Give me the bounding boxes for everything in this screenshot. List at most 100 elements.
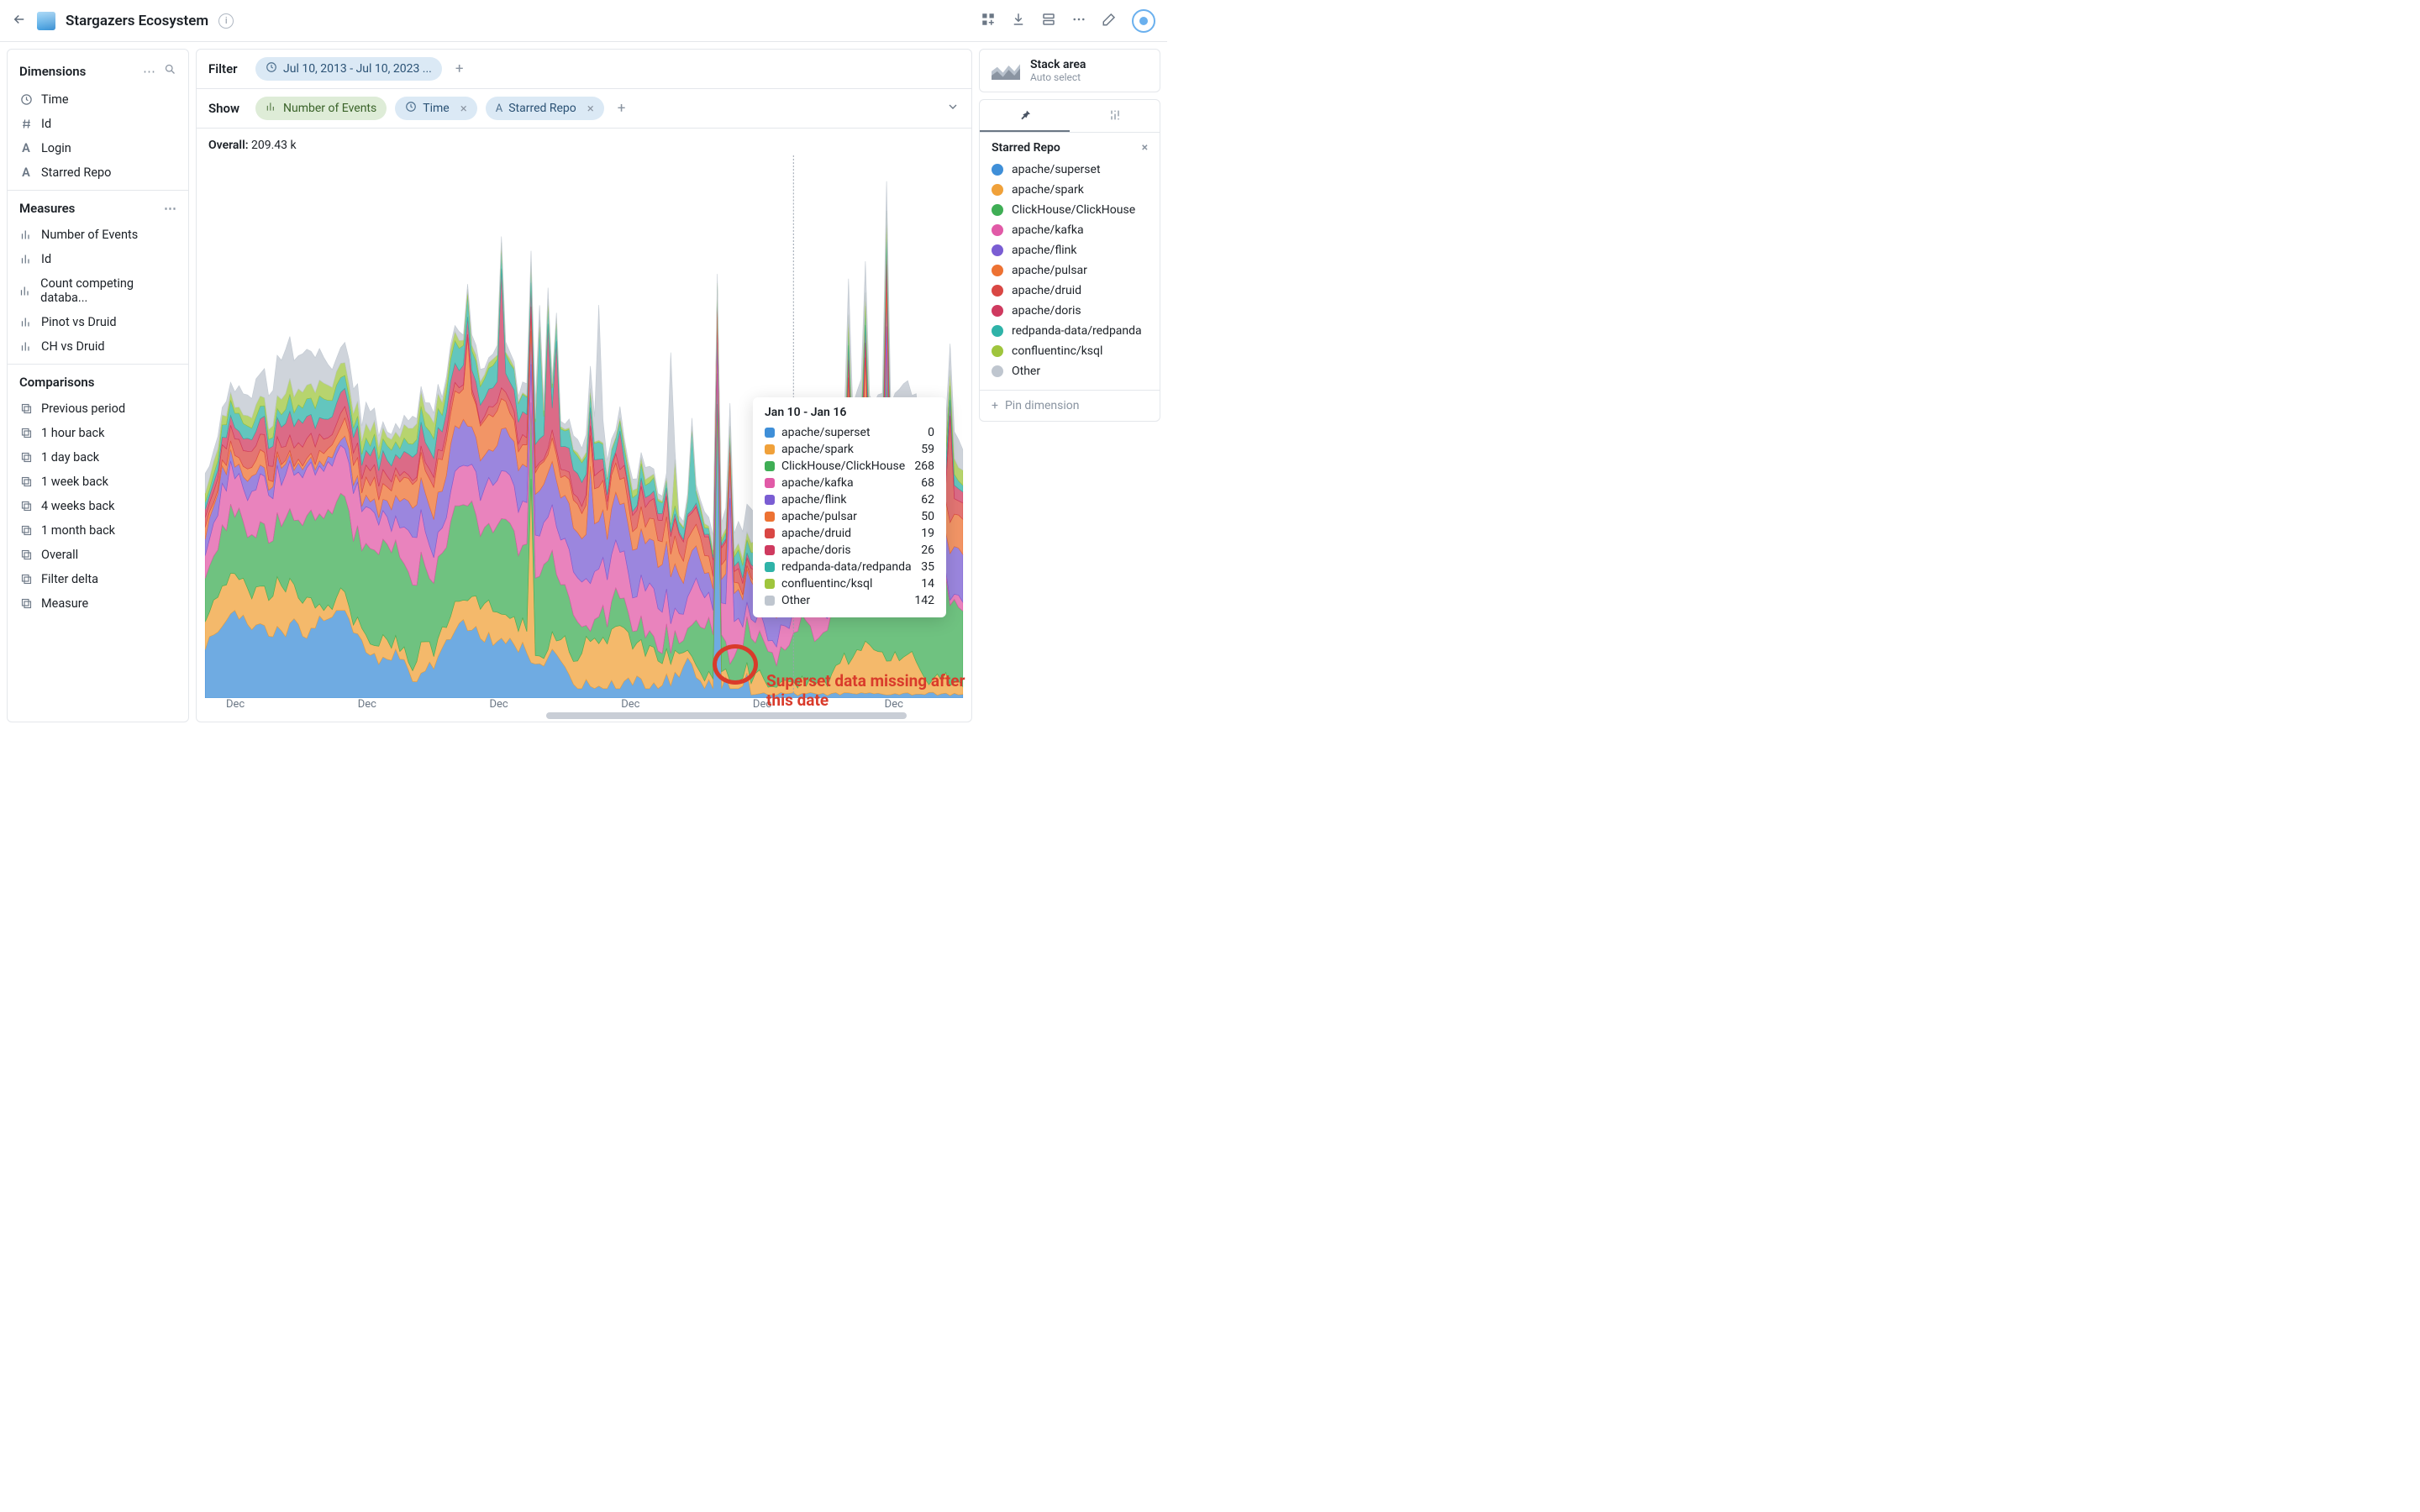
- tooltip-value: 59: [921, 443, 934, 456]
- measure-item[interactable]: Number of Events: [8, 223, 188, 247]
- dimensions-more-icon[interactable]: ⋯: [143, 64, 155, 79]
- legend-item[interactable]: redpanda-data/redpanda: [992, 321, 1148, 341]
- annotation-text: Superset data missing after this date: [766, 671, 971, 710]
- back-button[interactable]: [12, 12, 27, 30]
- cmp-icon: [19, 402, 33, 415]
- split-pill-repo[interactable]: A Starred Repo ×: [486, 97, 604, 120]
- comparison-item[interactable]: Overall: [8, 543, 188, 567]
- comparison-item[interactable]: 1 week back: [8, 470, 188, 494]
- measure-item[interactable]: Count competing databa...: [8, 271, 188, 310]
- comparison-label: 1 week back: [41, 475, 108, 489]
- bar-icon: [19, 316, 33, 328]
- dimension-item[interactable]: Time: [8, 87, 188, 112]
- add-panel-icon[interactable]: [981, 12, 996, 30]
- comparison-label: Overall: [41, 548, 78, 562]
- comparison-item[interactable]: 4 weeks back: [8, 494, 188, 518]
- cmp-icon: [19, 573, 33, 585]
- tooltip-swatch: [765, 528, 775, 538]
- dimension-label: Login: [41, 141, 71, 155]
- search-icon[interactable]: [164, 63, 176, 79]
- tooltip-row: apache/doris26: [765, 542, 934, 559]
- legend-item[interactable]: apache/doris: [992, 301, 1148, 321]
- legend-item[interactable]: confluentinc/ksql: [992, 341, 1148, 361]
- clock-icon: [405, 101, 417, 116]
- cmp-icon: [19, 427, 33, 439]
- server-icon[interactable]: [1041, 12, 1056, 30]
- legend-swatch: [992, 265, 1003, 276]
- hash-icon: [19, 118, 33, 130]
- xaxis-tick: Dec: [226, 698, 245, 711]
- a-icon: A: [19, 165, 33, 180]
- legend-item[interactable]: apache/spark: [992, 180, 1148, 200]
- legend-swatch: [992, 285, 1003, 297]
- info-icon[interactable]: i: [218, 13, 234, 29]
- add-filter-button[interactable]: +: [450, 60, 469, 77]
- dimension-label: Time: [41, 92, 69, 107]
- general-tab[interactable]: [1070, 100, 1160, 132]
- legend-item[interactable]: apache/druid: [992, 281, 1148, 301]
- legend-item[interactable]: apache/pulsar: [992, 260, 1148, 281]
- tooltip-value: 19: [921, 527, 934, 540]
- cmp-icon: [19, 549, 33, 561]
- chart-type-title: Stack area: [1030, 58, 1086, 71]
- comparison-item[interactable]: Previous period: [8, 396, 188, 421]
- comparison-item[interactable]: 1 hour back: [8, 421, 188, 445]
- chart-type-sub: Auto select: [1030, 71, 1086, 83]
- legend-item[interactable]: Other: [992, 361, 1148, 381]
- legend-swatch: [992, 345, 1003, 357]
- download-icon[interactable]: [1011, 12, 1026, 30]
- legend-label: apache/pulsar: [1012, 264, 1087, 277]
- comparison-item[interactable]: 1 day back: [8, 445, 188, 470]
- measure-item[interactable]: Id: [8, 247, 188, 271]
- tooltip-value: 68: [921, 476, 934, 490]
- measure-item[interactable]: Pinot vs Druid: [8, 310, 188, 334]
- tooltip-label: apache/spark: [781, 443, 914, 456]
- comparison-label: Measure: [41, 596, 88, 611]
- comparison-item[interactable]: Filter delta: [8, 567, 188, 591]
- tooltip-value: 0: [928, 426, 934, 439]
- comparison-item[interactable]: Measure: [8, 591, 188, 616]
- chart-type-selector[interactable]: Stack area Auto select: [979, 49, 1160, 92]
- legend-item[interactable]: apache/superset: [992, 160, 1148, 180]
- show-pill-measure[interactable]: Number of Events: [255, 97, 387, 120]
- horizontal-scrollbar[interactable]: [208, 711, 960, 720]
- legend-item[interactable]: apache/kafka: [992, 220, 1148, 240]
- split-pill-time[interactable]: Time ×: [395, 97, 476, 120]
- tooltip-label: ClickHouse/ClickHouse: [781, 459, 908, 473]
- measure-label: Count competing databa...: [40, 276, 176, 305]
- dimension-label: Starred Repo: [41, 165, 111, 180]
- tooltip-label: apache/flink: [781, 493, 914, 507]
- legend-item[interactable]: ClickHouse/ClickHouse: [992, 200, 1148, 220]
- close-icon[interactable]: ×: [1142, 141, 1148, 155]
- dimension-item[interactable]: ALogin: [8, 136, 188, 160]
- close-icon[interactable]: ×: [587, 101, 594, 116]
- close-icon[interactable]: ×: [460, 101, 467, 116]
- header: Stargazers Ecosystem i: [0, 0, 1167, 42]
- comparison-item[interactable]: 1 month back: [8, 518, 188, 543]
- avatar[interactable]: [1132, 9, 1155, 33]
- legend-item[interactable]: apache/flink: [992, 240, 1148, 260]
- filter-pill-time[interactable]: Jul 10, 2013 - Jul 10, 2023 ...: [255, 57, 442, 81]
- add-split-button[interactable]: +: [613, 100, 631, 117]
- pin-dimension-button[interactable]: + Pin dimension: [980, 391, 1160, 421]
- more-icon[interactable]: [1071, 12, 1086, 30]
- bar-icon: [19, 340, 33, 353]
- tooltip-label: apache/pulsar: [781, 510, 914, 523]
- expand-query-button[interactable]: [946, 100, 960, 117]
- pin-dimension-label: Pin dimension: [1005, 399, 1080, 412]
- plus-icon: +: [992, 399, 998, 412]
- dimension-item[interactable]: Id: [8, 112, 188, 136]
- tooltip-value: 62: [921, 493, 934, 507]
- dimension-item[interactable]: A Starred Repo: [8, 160, 188, 185]
- tooltip-value: 142: [914, 594, 934, 607]
- cmp-icon: [19, 597, 33, 610]
- edit-icon[interactable]: [1102, 12, 1117, 30]
- legend-label: apache/doris: [1012, 304, 1081, 318]
- xaxis-tick: Dec: [621, 698, 639, 711]
- chart-area[interactable]: Overall: 209.43 k DecDecDecDecDecDec Jan…: [196, 129, 972, 722]
- legend-swatch: [992, 204, 1003, 216]
- measures-more-icon[interactable]: ⋯: [164, 201, 176, 216]
- pin-tab[interactable]: [980, 100, 1070, 132]
- measure-item[interactable]: CH vs Druid: [8, 334, 188, 359]
- comparison-label: 1 day back: [41, 450, 99, 465]
